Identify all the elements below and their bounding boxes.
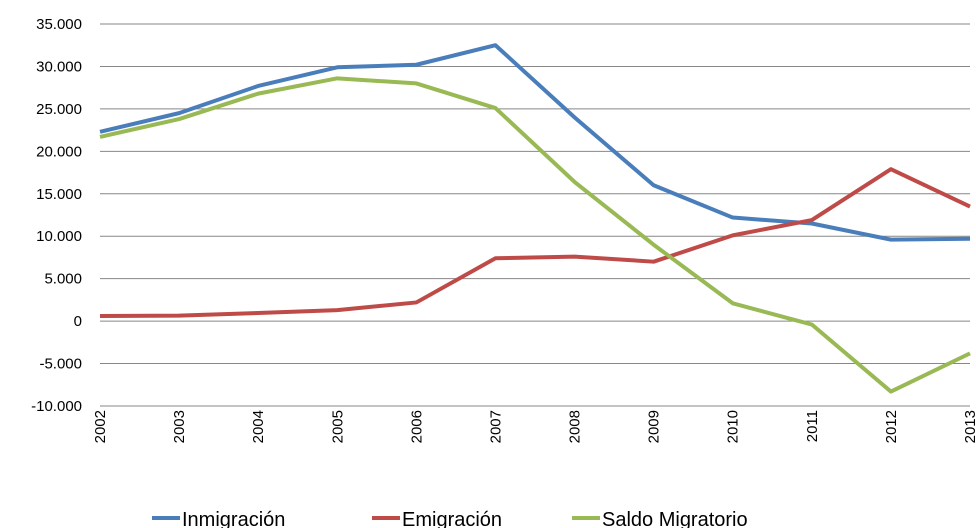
x-tick-label: 2006 — [408, 410, 425, 443]
x-tick-label: 2005 — [329, 410, 346, 443]
y-tick-label: 25.000 — [36, 101, 82, 118]
y-tick-label: 20.000 — [36, 143, 82, 160]
x-tick-label: 2004 — [250, 410, 267, 443]
x-tick-label: 2010 — [725, 410, 742, 443]
legend-label: Saldo Migratorio — [602, 509, 748, 528]
x-tick-label: 2003 — [171, 410, 188, 443]
y-tick-label: 0 — [74, 313, 82, 330]
y-tick-label: 15.000 — [36, 186, 82, 203]
x-tick-label: 2008 — [567, 410, 584, 443]
series-line — [99, 76, 971, 394]
y-tick-label: -10.000 — [31, 398, 82, 415]
x-tick-label: 2013 — [962, 410, 976, 443]
series-line — [99, 167, 971, 319]
y-tick-label: 35.000 — [36, 16, 82, 33]
x-tick-label: 2011 — [804, 410, 821, 442]
x-tick-label: 2007 — [487, 410, 504, 443]
x-tick-label: 2012 — [883, 410, 900, 443]
y-tick-label: 10.000 — [36, 228, 82, 245]
y-tick-label: -5.000 — [39, 356, 82, 373]
legend-label: Emigración — [402, 509, 502, 528]
legend-label: Inmigración — [182, 509, 285, 528]
x-tick-label: 2002 — [92, 410, 109, 443]
y-tick-label: 5.000 — [44, 271, 82, 288]
y-tick-label: 30.000 — [36, 58, 82, 75]
series-line — [99, 43, 971, 242]
x-tick-label: 2009 — [646, 410, 663, 443]
